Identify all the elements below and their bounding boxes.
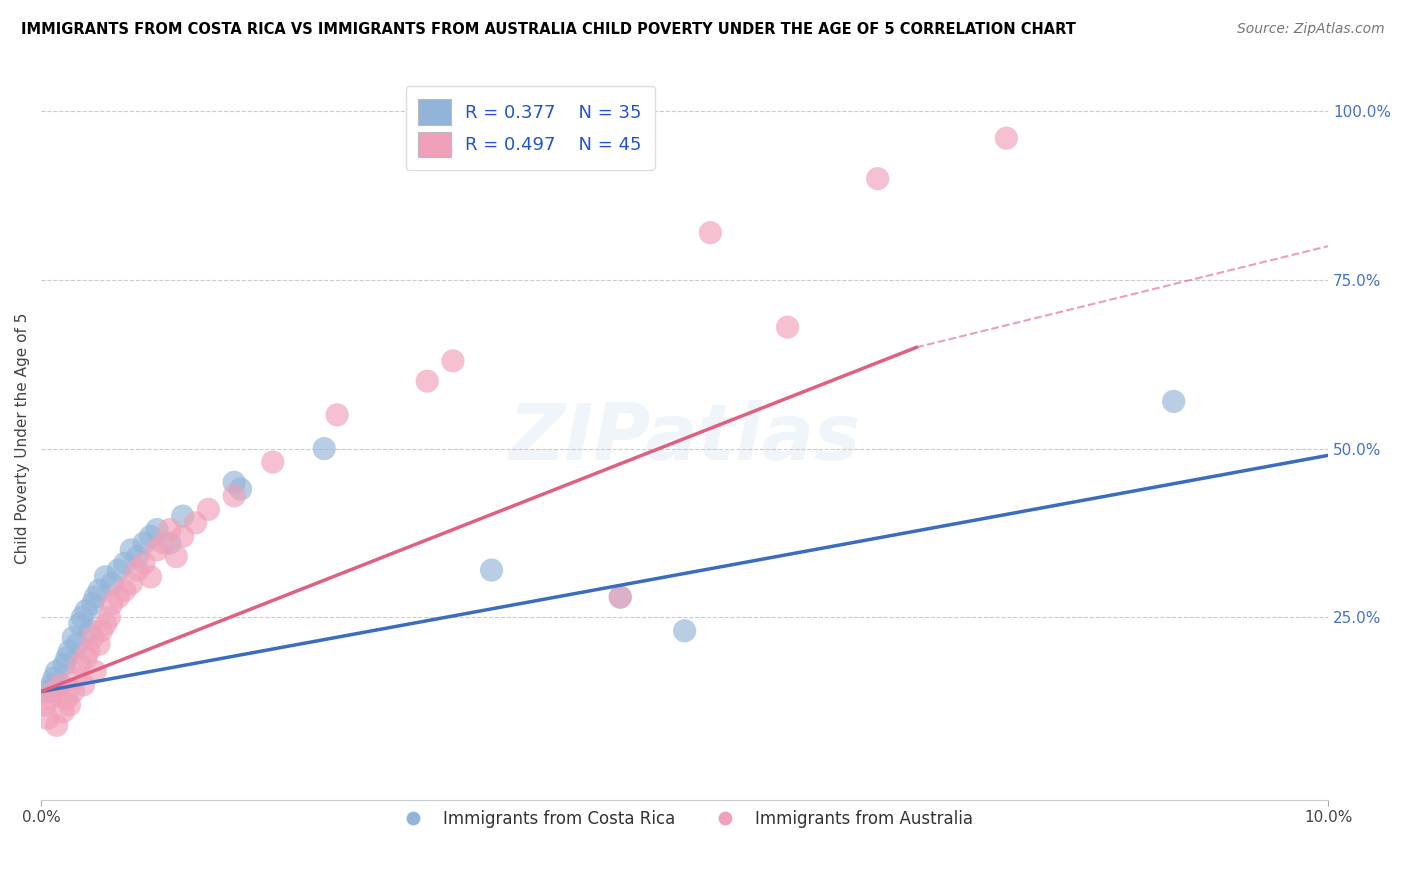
Point xyxy=(326,408,349,422)
Point xyxy=(69,657,91,672)
Point xyxy=(107,590,129,604)
Point xyxy=(94,617,117,632)
Point xyxy=(72,610,94,624)
Point xyxy=(79,624,101,638)
Point xyxy=(49,678,72,692)
Point xyxy=(75,650,97,665)
Point xyxy=(139,529,162,543)
Legend: Immigrants from Costa Rica, Immigrants from Australia: Immigrants from Costa Rica, Immigrants f… xyxy=(389,803,980,835)
Text: Source: ZipAtlas.com: Source: ZipAtlas.com xyxy=(1237,22,1385,37)
Text: ZIPatlas: ZIPatlas xyxy=(509,401,860,476)
Point xyxy=(262,455,284,469)
Point xyxy=(114,583,136,598)
Point xyxy=(90,624,112,638)
Point xyxy=(101,597,124,611)
Point xyxy=(139,570,162,584)
Point xyxy=(42,671,65,685)
Point xyxy=(224,475,246,490)
Text: IMMIGRANTS FROM COSTA RICA VS IMMIGRANTS FROM AUSTRALIA CHILD POVERTY UNDER THE : IMMIGRANTS FROM COSTA RICA VS IMMIGRANTS… xyxy=(21,22,1076,37)
Point xyxy=(184,516,207,530)
Point xyxy=(224,489,246,503)
Point xyxy=(49,678,72,692)
Point xyxy=(866,171,889,186)
Point xyxy=(84,590,107,604)
Point xyxy=(159,523,181,537)
Point xyxy=(441,354,464,368)
Point xyxy=(87,583,110,598)
Point xyxy=(609,590,631,604)
Point xyxy=(120,576,142,591)
Point xyxy=(1163,394,1185,409)
Point xyxy=(41,678,63,692)
Point xyxy=(165,549,187,564)
Point xyxy=(82,597,104,611)
Point xyxy=(45,665,67,679)
Point xyxy=(56,691,79,706)
Point xyxy=(45,718,67,732)
Point xyxy=(416,374,439,388)
Point xyxy=(82,631,104,645)
Point xyxy=(229,482,252,496)
Point xyxy=(56,650,79,665)
Point xyxy=(53,657,76,672)
Point xyxy=(66,637,89,651)
Point xyxy=(87,637,110,651)
Point xyxy=(120,542,142,557)
Point xyxy=(776,320,799,334)
Point xyxy=(995,131,1018,145)
Point xyxy=(58,698,80,712)
Point xyxy=(673,624,696,638)
Point xyxy=(98,610,121,624)
Point xyxy=(69,617,91,632)
Point xyxy=(77,644,100,658)
Point xyxy=(172,529,194,543)
Point xyxy=(84,665,107,679)
Point xyxy=(132,536,155,550)
Point xyxy=(34,698,56,712)
Point xyxy=(132,557,155,571)
Point xyxy=(37,684,59,698)
Point xyxy=(39,691,62,706)
Point xyxy=(152,536,174,550)
Point xyxy=(52,705,75,719)
Point xyxy=(75,603,97,617)
Point xyxy=(481,563,503,577)
Point xyxy=(58,644,80,658)
Point xyxy=(146,542,169,557)
Point xyxy=(127,549,149,564)
Point xyxy=(314,442,336,456)
Point xyxy=(101,576,124,591)
Point xyxy=(114,557,136,571)
Point xyxy=(107,563,129,577)
Point xyxy=(699,226,721,240)
Point xyxy=(127,563,149,577)
Point xyxy=(65,671,87,685)
Y-axis label: Child Poverty Under the Age of 5: Child Poverty Under the Age of 5 xyxy=(15,313,30,564)
Point xyxy=(172,509,194,524)
Point xyxy=(62,631,84,645)
Point xyxy=(609,590,631,604)
Point xyxy=(37,712,59,726)
Point xyxy=(62,684,84,698)
Point xyxy=(72,678,94,692)
Point xyxy=(42,684,65,698)
Point xyxy=(146,523,169,537)
Point xyxy=(197,502,219,516)
Point xyxy=(94,570,117,584)
Point xyxy=(159,536,181,550)
